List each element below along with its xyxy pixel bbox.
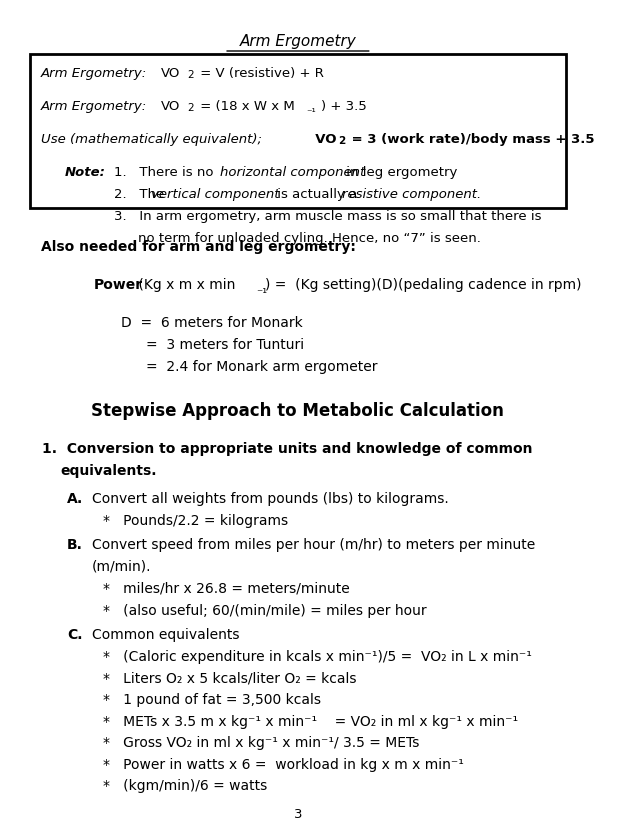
- Text: Convert speed from miles per hour (m/hr) to meters per minute: Convert speed from miles per hour (m/hr)…: [91, 538, 535, 552]
- Text: Power: Power: [93, 278, 142, 292]
- Text: VO: VO: [161, 100, 180, 113]
- Text: VO: VO: [161, 67, 180, 80]
- Text: vertical component: vertical component: [151, 188, 280, 201]
- Text: 1.  Conversion to appropriate units and knowledge of common: 1. Conversion to appropriate units and k…: [42, 442, 533, 456]
- Text: 2.   The: 2. The: [114, 188, 168, 201]
- Text: (m/min).: (m/min).: [91, 560, 151, 574]
- Text: Stepwise Approach to Metabolic Calculation: Stepwise Approach to Metabolic Calculati…: [91, 402, 505, 420]
- Text: *   Pounds/2.2 = kilograms: * Pounds/2.2 = kilograms: [103, 514, 288, 528]
- Text: equivalents.: equivalents.: [61, 464, 157, 478]
- Text: in leg ergometry: in leg ergometry: [342, 166, 457, 179]
- Text: *   miles/hr x 26.8 = meters/minute: * miles/hr x 26.8 = meters/minute: [103, 582, 350, 596]
- Text: 2: 2: [187, 103, 193, 113]
- Text: D  =  6 meters for Monark: D = 6 meters for Monark: [121, 316, 303, 330]
- Text: A.: A.: [67, 492, 84, 506]
- Text: B.: B.: [67, 538, 83, 552]
- Text: = 3 (work rate)/body mass + 3.5: = 3 (work rate)/body mass + 3.5: [348, 133, 595, 146]
- Text: ⁻¹: ⁻¹: [306, 108, 316, 118]
- Text: Use (mathematically equivalent);: Use (mathematically equivalent);: [41, 133, 262, 146]
- Text: horizontal component: horizontal component: [220, 166, 366, 179]
- Text: (Kg x m x min: (Kg x m x min: [135, 278, 236, 292]
- Text: no term for unloaded cyling. Hence, no “7” is seen.: no term for unloaded cyling. Hence, no “…: [138, 232, 481, 245]
- Text: 3.   In arm ergometry, arm muscle mass is so small that there is: 3. In arm ergometry, arm muscle mass is …: [114, 210, 542, 223]
- Text: Note:: Note:: [64, 166, 105, 179]
- Text: Arm Ergometry:: Arm Ergometry:: [41, 100, 147, 113]
- Text: ⁻¹: ⁻¹: [256, 287, 267, 300]
- Text: *   (also useful; 60/(min/mile) = miles per hour: * (also useful; 60/(min/mile) = miles pe…: [103, 604, 426, 618]
- Text: C.: C.: [67, 628, 83, 642]
- Text: 2: 2: [187, 70, 193, 80]
- Text: *   (Caloric expenditure in kcals x min⁻¹)/5 =  VO₂ in L x min⁻¹: * (Caloric expenditure in kcals x min⁻¹)…: [103, 650, 531, 664]
- Text: = V (resistive) + R: = V (resistive) + R: [196, 67, 324, 80]
- Text: Arm Ergometry: Arm Ergometry: [239, 34, 356, 49]
- Text: =  2.4 for Monark arm ergometer: = 2.4 for Monark arm ergometer: [145, 360, 377, 374]
- Text: 2: 2: [338, 136, 345, 146]
- Bar: [30, 54, 566, 208]
- Text: =  3 meters for Tunturi: = 3 meters for Tunturi: [145, 338, 304, 352]
- Text: VO: VO: [306, 133, 337, 146]
- Text: Arm Ergometry:: Arm Ergometry:: [41, 67, 147, 80]
- Text: = (18 x W x M: = (18 x W x M: [196, 100, 295, 113]
- Text: Convert all weights from pounds (lbs) to kilograms.: Convert all weights from pounds (lbs) to…: [91, 492, 449, 506]
- Text: 1.   There is no: 1. There is no: [114, 166, 218, 179]
- Text: *   Power in watts x 6 =  workload in kg x m x min⁻¹: * Power in watts x 6 = workload in kg x …: [103, 757, 464, 771]
- Text: *   Gross VO₂ in ml x kg⁻¹ x min⁻¹/ 3.5 = METs: * Gross VO₂ in ml x kg⁻¹ x min⁻¹/ 3.5 = …: [103, 736, 419, 750]
- Text: *   1 pound of fat = 3,500 kcals: * 1 pound of fat = 3,500 kcals: [103, 693, 321, 707]
- Text: 3: 3: [293, 808, 302, 821]
- Text: *   Liters O₂ x 5 kcals/liter O₂ = kcals: * Liters O₂ x 5 kcals/liter O₂ = kcals: [103, 672, 356, 686]
- Text: is actually a: is actually a: [272, 188, 361, 201]
- Text: ) + 3.5: ) + 3.5: [322, 100, 367, 113]
- Text: *   METs x 3.5 m x kg⁻¹ x min⁻¹    = VO₂ in ml x kg⁻¹ x min⁻¹: * METs x 3.5 m x kg⁻¹ x min⁻¹ = VO₂ in m…: [103, 714, 518, 729]
- Text: ) =  (Kg setting)(D)(pedaling cadence in rpm): ) = (Kg setting)(D)(pedaling cadence in …: [265, 278, 582, 292]
- Text: resistive component.: resistive component.: [342, 188, 481, 201]
- Text: Also needed for arm and leg ergometry:: Also needed for arm and leg ergometry:: [41, 240, 356, 254]
- Text: Common equivalents: Common equivalents: [91, 628, 239, 642]
- Text: *   (kgm/min)/6 = watts: * (kgm/min)/6 = watts: [103, 779, 267, 793]
